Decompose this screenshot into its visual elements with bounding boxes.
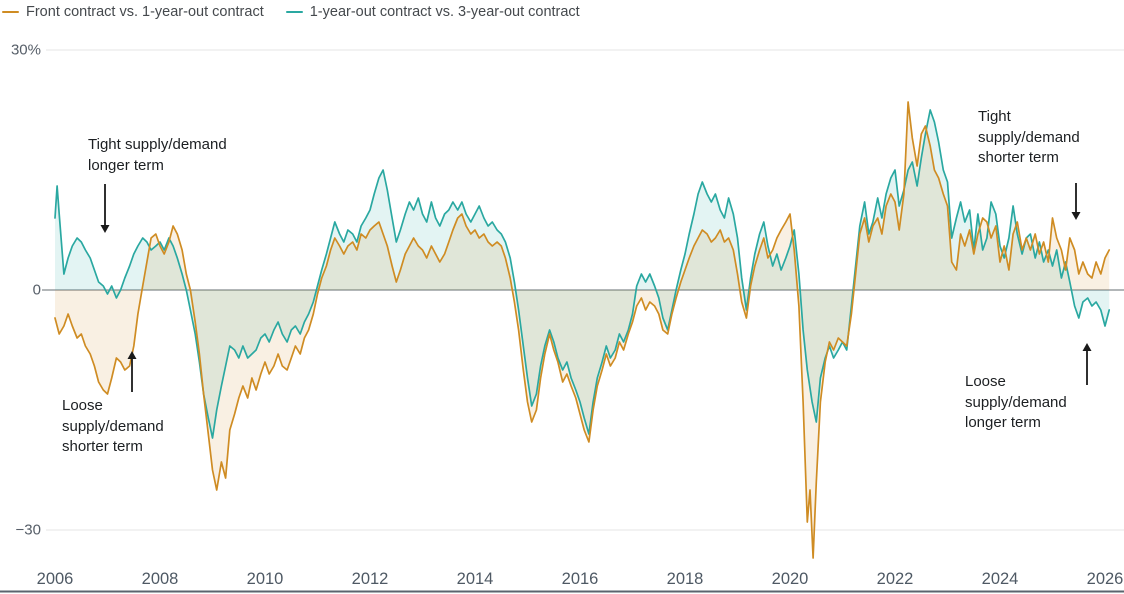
annotation-arrows	[100, 183, 1092, 392]
legend-item-one-year-out: 1-year-out contract vs. 3-year-out contr…	[285, 4, 580, 20]
one-year-out-line-swatch-icon	[285, 10, 303, 14]
series-area-fills	[55, 102, 1110, 558]
x-axis: 2006 2008 2010 2012 2014 2016 2018 2020 2022 2024…	[37, 570, 1124, 588]
legend: Front contract vs. 1-year-out contract 1…	[2, 4, 580, 20]
svg-text:2008: 2008	[142, 570, 179, 588]
svg-text:2020: 2020	[772, 570, 809, 588]
front-contract-line-swatch-icon	[2, 10, 19, 14]
svg-text:2006: 2006	[37, 570, 74, 588]
series-lines	[54, 101, 1111, 559]
annotation-loose-longer-term: Loose supply/demand longer term	[965, 373, 1067, 432]
y-axis-tick-neg30: −30	[15, 521, 41, 539]
svg-text:2014: 2014	[457, 570, 494, 588]
svg-text:2026: 2026	[1087, 570, 1124, 588]
annotation-tight-shorter-term: Tight supply/demand shorter term	[978, 108, 1080, 167]
svg-text:2024: 2024	[982, 570, 1019, 588]
svg-text:2018: 2018	[667, 570, 704, 588]
svg-text:2012: 2012	[352, 570, 389, 588]
gridlines	[0, 49, 1124, 593]
legend-item-front-contract: Front contract vs. 1-year-out contract	[2, 4, 264, 20]
svg-text:2022: 2022	[877, 570, 914, 588]
svg-text:2010: 2010	[247, 570, 284, 588]
y-axis-tick-0: 0	[32, 281, 41, 299]
annotation-loose-shorter-term: Loose supply/demand shorter term	[62, 397, 164, 456]
legend-label-front-contract: Front contract vs. 1-year-out contract	[26, 4, 264, 20]
svg-text:2016: 2016	[562, 570, 599, 588]
legend-label-one-year-out: 1-year-out contract vs. 3-year-out contr…	[309, 4, 580, 20]
annotation-tight-longer-term: Tight supply/demand longer term	[88, 136, 227, 174]
y-axis-tick-30pct: 30%	[10, 41, 41, 59]
